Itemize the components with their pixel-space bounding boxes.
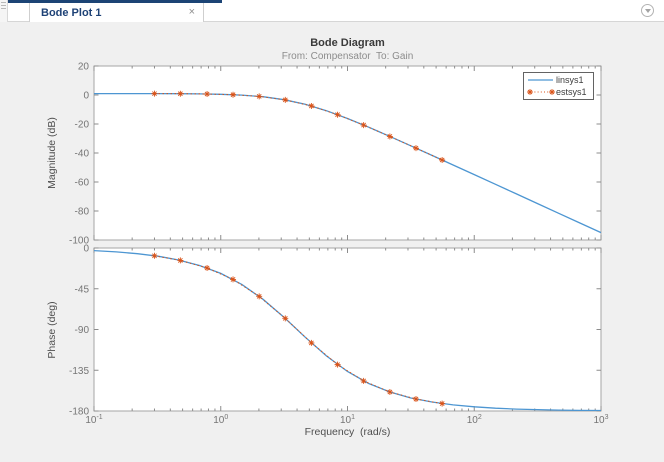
chart-subtitle: From: Compensator To: Gain [281,51,414,62]
frequency-axis-label: Frequency (rad/s) [304,426,391,438]
bode-plot-canvas[interactable]: 20 0 -20 -40 -60 -80 -100 10-1 100 101 102 103 0 -45 -… [0,22,664,462]
phase-axes: 10-1 100 101 102 103 0 -45 -90 -135 -180 [69,244,609,427]
magnitude-axes: 20 0 -20 -40 -60 -80 -100 [69,62,602,247]
x-tick-label: 101 [340,414,355,426]
y-tick-label: -80 [75,207,90,218]
legend-label: linsys1 [556,74,584,85]
legend[interactable]: linsys1 estsys1 [523,72,594,100]
estsys1-curve [154,255,443,405]
estsys1-marker [412,396,419,403]
close-icon[interactable]: × [188,6,195,18]
estsys1-marker [412,145,419,152]
linsys1-curve [94,249,601,411]
legend-item-estsys1[interactable]: estsys1 [526,86,591,98]
y-tick-label: -60 [75,178,90,189]
x-tick-label: 103 [593,414,608,426]
y-tick-label: 20 [78,62,90,73]
estsys1-marker [151,90,158,97]
estsys1-marker [230,91,237,98]
estsys1-line-sample [527,89,555,95]
estsys1-marker [386,388,393,395]
legend-label: estsys1 [556,86,587,97]
estsys1-marker [177,257,184,264]
estsys1-marker [439,157,446,164]
estsys1-marker [334,361,341,368]
tab-label: Bode Plot 1 [41,6,102,19]
x-tick-label: 10-1 [85,414,102,426]
estsys1-marker [360,122,367,129]
estsys1-marker [230,276,237,283]
y-tick-label: 0 [83,91,89,102]
estsys1-marker [177,90,184,97]
y-tick-label: 0 [83,244,89,255]
linsys1-line-sample [528,79,553,81]
estsys1-curve [154,93,443,161]
chart-title: Bode Diagram [310,37,385,49]
tab-bode-plot-1[interactable]: Bode Plot 1 × [29,3,204,22]
panel-splitter[interactable] [0,0,8,22]
y-tick-label: -135 [69,366,89,377]
gear-icon[interactable] [641,4,654,17]
x-tick-label: 100 [213,414,228,426]
y-tick-label: -40 [75,149,90,160]
estsys1-marker [282,315,289,322]
estsys1-marker [439,400,446,407]
y-tick-label: -90 [75,325,90,336]
legend-item-linsys1[interactable]: linsys1 [526,74,591,86]
y-tick-label: -20 [75,120,90,131]
grip-icon [1,2,6,10]
figure-area: Bode Diagram From: Compensator To: Gain … [0,22,664,462]
y-tick-label: -180 [69,407,89,418]
estsys1-marker [360,377,367,384]
estsys1-marker [256,93,263,100]
estsys1-marker [308,339,315,346]
y-tick-label: -45 [75,284,90,295]
tab-bar: Bode Plot 1 × [8,3,664,22]
estsys1-marker [308,102,315,109]
estsys1-marker [334,111,341,118]
document-bar-accent [8,0,222,3]
estsys1-marker [204,265,211,272]
x-tick-label: 102 [467,414,482,426]
chevron-down-icon [644,9,651,13]
estsys1-marker [151,252,158,259]
phase-axis-label: Phase (deg) [46,301,58,359]
estsys1-marker [256,293,263,300]
estsys1-marker [204,91,211,98]
estsys1-marker [386,133,393,140]
magnitude-axis-label: Magnitude (dB) [46,117,58,189]
y-tick-label: -100 [69,236,89,247]
estsys1-marker [282,96,289,103]
